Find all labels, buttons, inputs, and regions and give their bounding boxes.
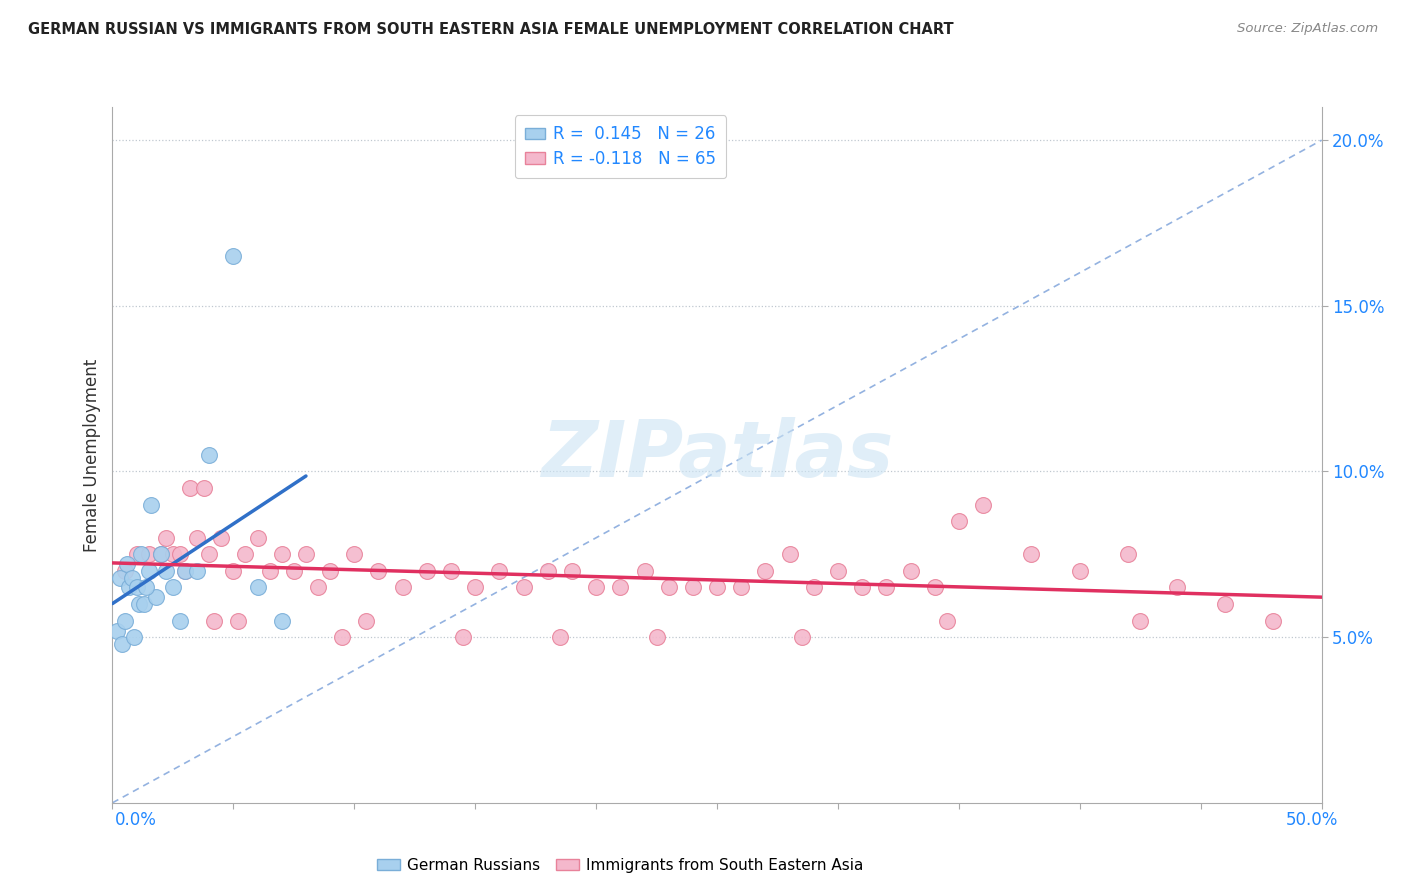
Point (682, 581, 704, 595)
Point (270, 547, 292, 561)
Text: GERMAN RUSSIAN VS IMMIGRANTS FROM SOUTH EASTERN ASIA FEMALE UNEMPLOYMENT CORRELA: GERMAN RUSSIAN VS IMMIGRANTS FROM SOUTH … (28, 22, 953, 37)
Point (488, 564, 510, 578)
Point (155, 531, 177, 545)
Point (202, 614, 225, 628)
Text: 0.0%: 0.0% (115, 811, 157, 829)
Point (162, 581, 184, 595)
Point (246, 581, 269, 595)
Point (259, 564, 281, 578)
Point (179, 481, 201, 495)
Point (440, 564, 463, 578)
Point (105, 624, 128, 638)
Point (235, 547, 257, 561)
Point (561, 564, 583, 578)
Point (803, 581, 825, 595)
Point (132, 597, 155, 611)
Point (125, 581, 148, 595)
Point (108, 570, 131, 584)
Point (145, 591, 167, 605)
Point (451, 630, 474, 644)
Point (754, 564, 776, 578)
Point (900, 564, 922, 578)
Point (948, 514, 970, 528)
Point (851, 581, 873, 595)
Point (138, 547, 160, 561)
Point (790, 630, 813, 644)
Point (114, 614, 136, 628)
Point (633, 564, 655, 578)
Point (1213, 597, 1236, 611)
Point (645, 630, 668, 644)
Point (121, 570, 143, 584)
Point (512, 581, 534, 595)
Point (222, 249, 245, 263)
Point (972, 498, 994, 512)
Point (122, 630, 145, 644)
Point (585, 581, 607, 595)
Point (174, 564, 197, 578)
Point (537, 564, 560, 578)
Point (391, 581, 413, 595)
Point (779, 547, 801, 561)
Point (222, 564, 245, 578)
Point (343, 547, 366, 561)
Point (283, 564, 305, 578)
Point (658, 581, 681, 595)
Text: ZIPatlas: ZIPatlas (541, 417, 893, 493)
Point (125, 547, 148, 561)
Point (730, 581, 752, 595)
Point (875, 581, 897, 595)
Point (226, 614, 249, 628)
Point (111, 637, 134, 651)
Point (149, 547, 172, 561)
Point (706, 581, 728, 595)
Point (141, 498, 163, 512)
Point (367, 564, 389, 578)
Point (1116, 547, 1139, 561)
Point (1069, 564, 1091, 578)
Point (186, 564, 208, 578)
Point (155, 564, 177, 578)
Point (138, 564, 160, 578)
Point (131, 547, 153, 561)
Point (319, 564, 342, 578)
Point (609, 581, 631, 595)
Text: 50.0%: 50.0% (1286, 811, 1339, 829)
Text: Source: ZipAtlas.com: Source: ZipAtlas.com (1237, 22, 1378, 36)
Point (1129, 614, 1152, 628)
Point (198, 547, 221, 561)
Point (114, 564, 136, 578)
Point (548, 630, 571, 644)
Point (149, 547, 172, 561)
Point (118, 581, 141, 595)
Point (174, 564, 197, 578)
Point (416, 564, 439, 578)
Point (246, 531, 269, 545)
Point (464, 581, 486, 595)
Point (1263, 614, 1285, 628)
Point (135, 581, 157, 595)
Point (169, 547, 191, 561)
Point (1166, 581, 1188, 595)
Point (169, 614, 191, 628)
Point (1021, 547, 1043, 561)
Point (935, 614, 957, 628)
Y-axis label: Female Unemployment: Female Unemployment (83, 359, 101, 551)
Point (270, 614, 292, 628)
Point (186, 531, 208, 545)
Point (295, 547, 318, 561)
Point (307, 581, 329, 595)
Point (827, 564, 849, 578)
Point (193, 481, 215, 495)
Point (115, 558, 138, 572)
Point (924, 581, 946, 595)
Point (356, 614, 378, 628)
Point (209, 531, 232, 545)
Point (330, 630, 353, 644)
Point (162, 547, 184, 561)
Legend: German Russians, Immigrants from South Eastern Asia: German Russians, Immigrants from South E… (371, 852, 870, 879)
Point (128, 597, 150, 611)
Point (198, 448, 221, 462)
